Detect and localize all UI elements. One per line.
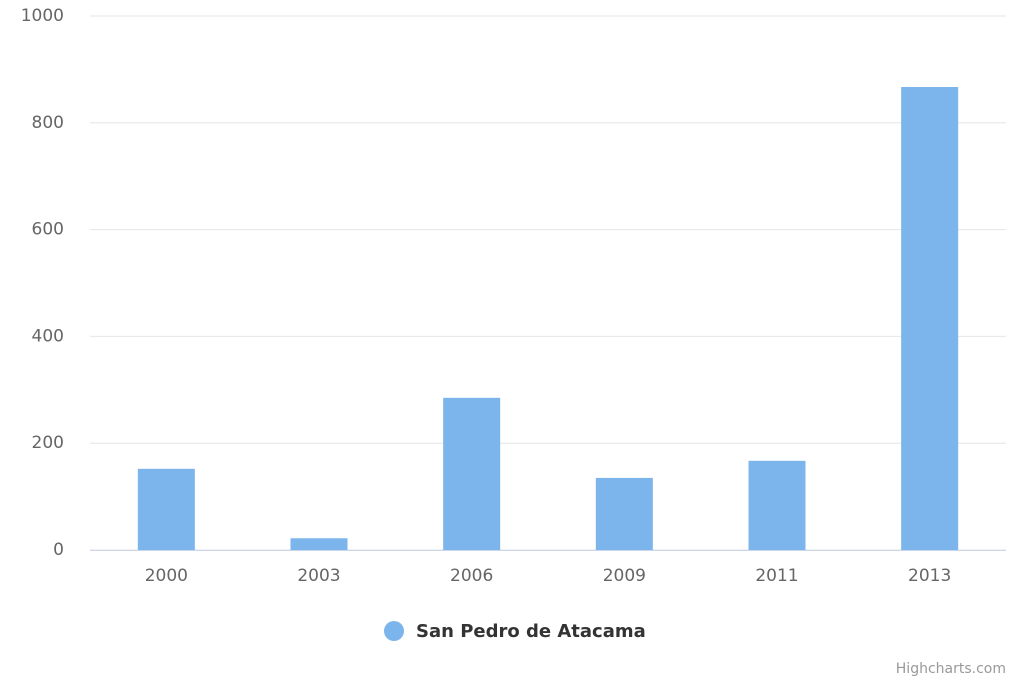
bar <box>443 397 501 550</box>
y-tick-label: 0 <box>53 540 64 560</box>
bar <box>748 460 806 550</box>
x-tick-label: 2006 <box>450 566 493 586</box>
y-tick-label: 600 <box>32 220 64 240</box>
y-tick-label: 800 <box>32 113 64 133</box>
x-tick-label: 2009 <box>603 566 646 586</box>
x-tick-label: 2013 <box>908 566 951 586</box>
bar <box>137 468 195 550</box>
y-tick-label: 200 <box>32 433 64 453</box>
x-tick-label: 2003 <box>297 566 340 586</box>
bar <box>901 87 959 550</box>
legend-marker <box>384 621 404 641</box>
credits[interactable]: Highcharts.com <box>896 661 1006 677</box>
y-tick-label: 400 <box>32 326 64 346</box>
x-tick-label: 2011 <box>755 566 798 586</box>
legend-text[interactable]: San Pedro de Atacama <box>416 621 646 642</box>
x-tick-label: 2000 <box>145 566 188 586</box>
y-tick-label: 1000 <box>21 6 64 26</box>
bar <box>595 477 653 550</box>
bar <box>290 538 348 550</box>
